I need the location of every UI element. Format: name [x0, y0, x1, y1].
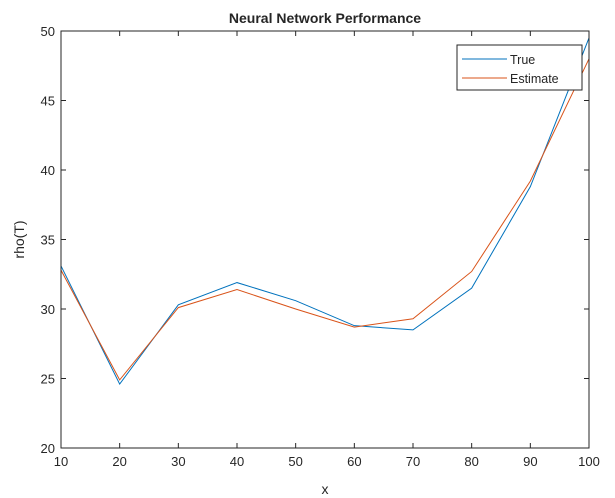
- x-tick-label: 80: [464, 454, 478, 469]
- x-tick-label: 100: [578, 454, 600, 469]
- chart-title: Neural Network Performance: [229, 10, 421, 26]
- legend: True Estimate: [456, 44, 583, 91]
- x-tick-label: 20: [112, 454, 126, 469]
- series-layer: [60, 37, 590, 386]
- series-line-estimate: [60, 58, 590, 381]
- legend-label-estimate: Estimate: [510, 72, 559, 86]
- legend-label-true: True: [510, 53, 535, 67]
- legend-box: [456, 44, 583, 91]
- x-tick-label: 70: [406, 454, 420, 469]
- x-tick-label: 50: [288, 454, 302, 469]
- x-tick-label: 30: [171, 454, 185, 469]
- y-tick-label: 45: [41, 94, 55, 109]
- y-tick-label: 30: [41, 302, 55, 317]
- y-tick-label: 20: [41, 441, 55, 456]
- x-tick-label: 10: [54, 454, 68, 469]
- y-tick-label: 25: [41, 372, 55, 387]
- y-tick-label: 50: [41, 24, 55, 39]
- plot-area: [61, 31, 589, 448]
- y-tick-label: 40: [41, 163, 55, 178]
- x-axis-title: x: [322, 481, 329, 497]
- x-tick-label: 90: [523, 454, 537, 469]
- x-tick-label: 40: [230, 454, 244, 469]
- x-tick-label: 60: [347, 454, 361, 469]
- y-axis-title: rho(T): [11, 220, 27, 258]
- y-tick-label: 35: [41, 233, 55, 248]
